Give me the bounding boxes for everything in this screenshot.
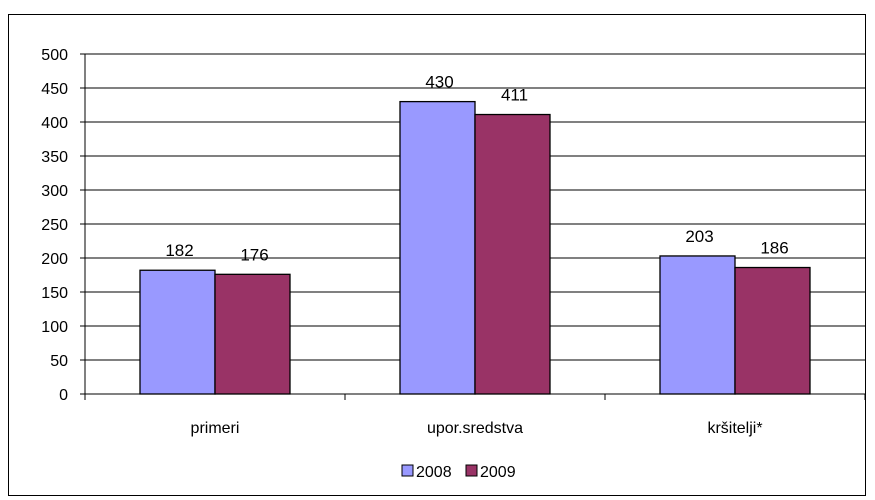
data-label: 411: [501, 86, 528, 105]
y-tick-label: 150: [41, 285, 68, 302]
data-label: 186: [760, 239, 788, 258]
legend-swatch: [401, 464, 414, 477]
bar: [474, 113, 551, 395]
bar: [734, 266, 811, 395]
bar: [214, 273, 291, 395]
y-tick-label: 0: [59, 387, 68, 404]
data-label: 430: [425, 73, 453, 92]
y-tick-label: 450: [41, 81, 68, 98]
bar: [659, 255, 736, 395]
y-tick-label: 300: [41, 183, 68, 200]
y-tick-label: 200: [41, 251, 68, 268]
y-tick-label: 50: [50, 353, 68, 370]
bar: [139, 269, 216, 395]
legend-swatch: [465, 464, 478, 477]
bar: [399, 100, 476, 395]
data-label: 176: [240, 245, 268, 264]
x-tick-label: primeri: [191, 420, 240, 437]
y-tick-label: 500: [41, 47, 68, 64]
x-tick-label: kršitelji*: [707, 420, 762, 437]
axes: 0 50 100 150 200 250 300 350 400 450 500 primeri upo…: [41, 47, 866, 437]
bars: [139, 100, 811, 395]
y-tick-label: 250: [41, 217, 68, 234]
data-labels: 182 176 430 411 203 186: [165, 73, 788, 265]
legend: 2008 2009: [401, 464, 516, 481]
legend-label: 2009: [480, 464, 516, 481]
y-tick-label: 350: [41, 149, 68, 166]
legend-label: 2008: [416, 464, 452, 481]
y-tick-label: 100: [41, 319, 68, 336]
data-label: 182: [165, 241, 193, 260]
data-label: 203: [685, 227, 713, 246]
x-tick-label: upor.sredstva: [427, 420, 523, 437]
y-tick-label: 400: [41, 115, 68, 132]
